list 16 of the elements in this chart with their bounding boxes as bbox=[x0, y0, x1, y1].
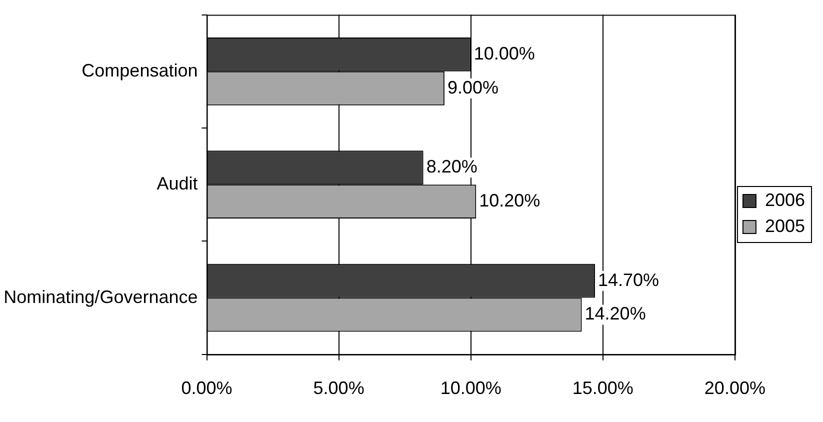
legend-label: 2006 bbox=[764, 190, 806, 210]
data-label: 10.20% bbox=[479, 190, 540, 211]
data-label: 14.70% bbox=[598, 270, 660, 290]
x-tick-label: 0.00% bbox=[181, 378, 232, 398]
y-tick-label: Nominating/Governance bbox=[4, 286, 198, 307]
x-tick-label: 10.00% bbox=[440, 378, 502, 398]
y-tick-label: Compensation bbox=[82, 60, 198, 80]
legend-label: 2005 bbox=[764, 216, 806, 236]
x-tick-label: 5.00% bbox=[313, 378, 364, 398]
data-label: 14.20% bbox=[584, 304, 646, 324]
x-tick-label: 15.00% bbox=[572, 378, 634, 398]
x-tick-label: 20.00% bbox=[704, 378, 766, 398]
y-tick-label: Audit bbox=[156, 174, 198, 194]
data-label: 8.20% bbox=[426, 156, 478, 177]
data-label: 10.00% bbox=[474, 43, 535, 64]
data-label: 9.00% bbox=[447, 77, 498, 98]
